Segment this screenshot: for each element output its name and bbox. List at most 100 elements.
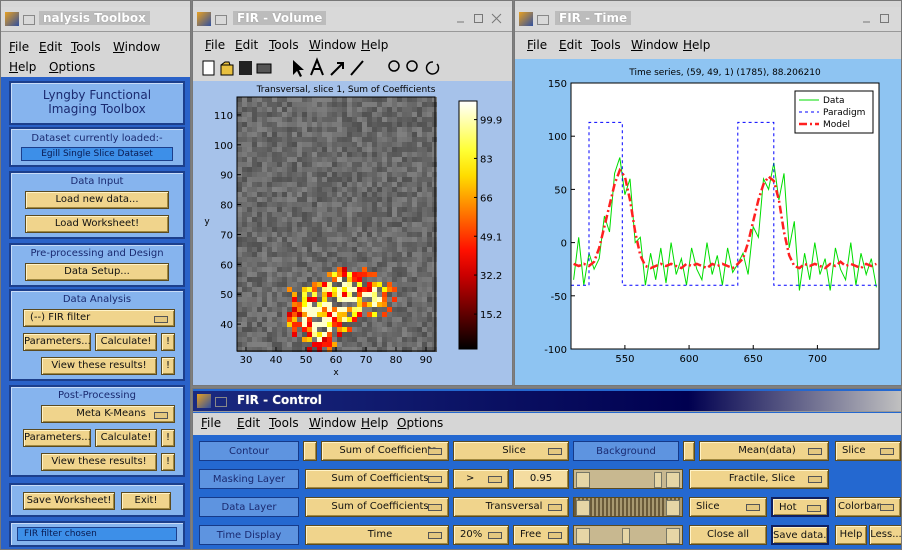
image-pixel xyxy=(377,97,382,102)
image-pixel xyxy=(377,342,382,347)
colormap-popup[interactable]: Hot xyxy=(771,497,829,517)
menu-item[interactable]: Edit xyxy=(237,416,260,430)
orientation-popup[interactable]: Transversal xyxy=(453,497,569,517)
image-pixel xyxy=(317,247,322,252)
image-pixel xyxy=(247,327,252,332)
menu-item[interactable]: Help xyxy=(361,38,388,52)
open-icon[interactable] xyxy=(221,62,233,75)
exit-button[interactable]: Exit! xyxy=(121,492,171,510)
image-pixel xyxy=(352,292,357,297)
new-icon[interactable] xyxy=(203,61,214,75)
menu-item[interactable]: Tools xyxy=(269,416,299,430)
image-pixel xyxy=(312,137,317,142)
background-popup[interactable]: Mean(data) xyxy=(699,441,829,461)
calculate-button[interactable]: Calculate! xyxy=(95,429,157,447)
text-icon[interactable] xyxy=(311,60,323,75)
threshold-field[interactable]: 0.95 xyxy=(513,469,569,489)
load-worksheet-button[interactable]: Load Worksheet! xyxy=(25,215,169,233)
menu-item[interactable]: Window xyxy=(631,38,678,52)
parameters-button[interactable]: Parameters... xyxy=(23,429,91,447)
save-worksheet-button[interactable]: Save Worksheet! xyxy=(23,492,115,510)
image-pixel xyxy=(332,287,337,292)
layer-popup[interactable]: Sum of Coefficients xyxy=(321,441,449,461)
scale-popup[interactable]: Free xyxy=(513,525,569,545)
close-all-button[interactable]: Close all xyxy=(689,525,767,545)
mode-popup[interactable]: Fractile, Slice xyxy=(689,469,829,489)
operator-popup[interactable]: > xyxy=(453,469,509,489)
menu-item[interactable]: Edit xyxy=(39,40,62,54)
menu-item[interactable]: Window xyxy=(309,416,356,430)
image-pixel xyxy=(362,287,367,292)
calculate-button[interactable]: Calculate! xyxy=(95,333,157,351)
menu-item[interactable]: Window xyxy=(113,40,160,54)
zoom-in-icon[interactable] xyxy=(389,61,399,71)
menu-item[interactable]: Help xyxy=(9,60,36,74)
menu-item[interactable]: File xyxy=(201,416,221,430)
data-setup-button[interactable]: Data Setup... xyxy=(25,263,169,281)
menu-item[interactable]: Tools xyxy=(269,38,299,52)
image-pixel xyxy=(397,187,402,192)
menu-item[interactable]: Help xyxy=(361,416,388,430)
menu-item[interactable]: Window xyxy=(309,38,356,52)
image-pixel xyxy=(267,297,272,302)
line-icon[interactable] xyxy=(351,61,363,75)
image-pixel xyxy=(417,97,422,102)
print-icon[interactable] xyxy=(257,64,271,73)
menu-item[interactable]: File xyxy=(9,40,29,54)
image-pixel xyxy=(417,312,422,317)
image-pixel xyxy=(267,332,272,337)
menu-item[interactable]: Tools xyxy=(71,40,101,54)
image-pixel xyxy=(317,242,322,247)
parameters-button[interactable]: Parameters... xyxy=(23,333,91,351)
menu-item[interactable]: Edit xyxy=(235,38,258,52)
menu-item[interactable]: Tools xyxy=(591,38,621,52)
bang-button[interactable]: ! xyxy=(161,357,175,375)
mode-popup[interactable]: Slice xyxy=(453,441,569,461)
pointer-icon[interactable] xyxy=(293,60,304,77)
image-pixel xyxy=(382,227,387,232)
save-icon[interactable] xyxy=(239,61,252,75)
image-pixel xyxy=(317,182,322,187)
toggle-button[interactable] xyxy=(303,441,317,461)
bang-button[interactable]: ! xyxy=(161,429,175,447)
bang-button[interactable]: ! xyxy=(161,453,175,471)
image-pixel xyxy=(287,287,292,292)
zoom-out-icon[interactable] xyxy=(407,61,417,71)
method-popup[interactable]: Meta K-Means xyxy=(41,405,175,423)
rotate-icon[interactable] xyxy=(427,62,439,74)
menu-item[interactable]: Options xyxy=(49,60,95,74)
bang-button[interactable]: ! xyxy=(161,333,175,351)
help-button[interactable]: Help xyxy=(835,525,867,545)
toggle-button[interactable] xyxy=(683,441,695,461)
image-pixel xyxy=(237,307,242,312)
slider[interactable] xyxy=(573,497,683,517)
slider[interactable] xyxy=(573,469,683,489)
image-pixel xyxy=(377,242,382,247)
mode-popup[interactable]: Slice xyxy=(689,497,767,517)
menu-item[interactable]: Edit xyxy=(559,38,582,52)
time-popup[interactable]: Time xyxy=(305,525,449,545)
view-button[interactable]: View these results! xyxy=(41,357,157,375)
method-popup[interactable]: (--) FIR filter xyxy=(23,309,175,327)
slider[interactable] xyxy=(573,525,683,545)
image-pixel xyxy=(422,217,427,222)
save-data-button[interactable]: Save data... xyxy=(771,525,829,545)
image-pixel xyxy=(377,262,382,267)
arrow-icon[interactable] xyxy=(331,63,343,75)
menu-item[interactable]: File xyxy=(527,38,547,52)
layer-popup[interactable]: Sum of Coefficients xyxy=(305,497,449,517)
image-pixel xyxy=(392,237,397,242)
image-pixel xyxy=(307,112,312,117)
menu-item[interactable]: Options xyxy=(397,416,443,430)
menu-item[interactable]: File xyxy=(205,38,225,52)
colorbar-popup[interactable]: Colorbar xyxy=(835,497,901,517)
mode-popup[interactable]: Slice xyxy=(835,441,901,461)
load-data-button[interactable]: Load new data... xyxy=(25,191,169,209)
percent-popup[interactable]: 20% xyxy=(453,525,509,545)
image-pixel xyxy=(272,282,277,287)
view-button[interactable]: View these results! xyxy=(41,453,157,471)
less-button[interactable]: Less... xyxy=(869,525,902,545)
menu-item[interactable]: Help xyxy=(683,38,710,52)
layer-popup[interactable]: Sum of Coefficients xyxy=(305,469,449,489)
image-pixel xyxy=(332,167,337,172)
